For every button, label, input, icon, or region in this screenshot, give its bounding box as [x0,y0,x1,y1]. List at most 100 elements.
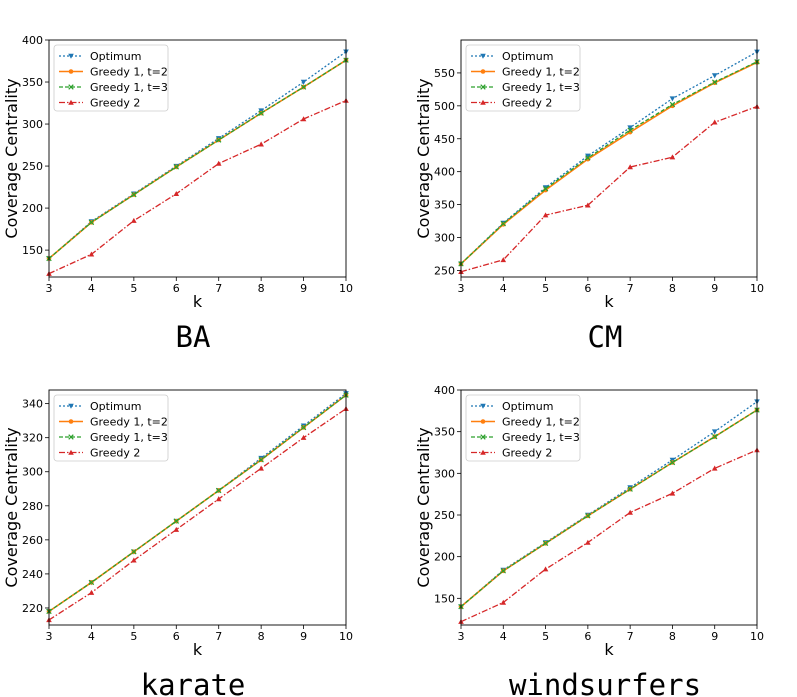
x-tick-label: 7 [215,282,222,295]
legend-label: Optimum [90,400,141,413]
legend-marker-optimum [480,53,486,59]
legend-label: Greedy 1, t=3 [502,81,580,94]
x-tick-label: 4 [88,282,95,295]
y-tick-label: 250 [22,160,43,173]
x-tick-label: 9 [300,630,307,643]
x-tick-label: 6 [584,282,591,295]
data-point-greedy1_t3 [300,84,307,90]
x-tick-label: 8 [258,282,265,295]
data-point-greedy1_t3 [215,137,222,143]
data-point-greedy1_t3 [258,457,264,463]
series-line-greedy1_t3 [460,409,758,608]
axes-frame [460,389,758,626]
data-point-greedy1_t3 [500,220,507,227]
axes-frame [48,39,347,278]
data-point-greedy1_t3 [669,459,676,466]
x-tick-label: 9 [711,630,718,643]
data-point-greedy1_t3 [173,164,180,170]
data-point-greedy2 [300,116,307,122]
data-point-greedy1_t3 [585,513,591,519]
series-line-greedy2 [460,105,758,273]
data-point-greedy1_t3 [500,568,507,574]
data-point-greedy1_t3 [627,127,633,133]
chart-panel-BA: 3 4 5 6 7 8 9 10 150 200 250 300 350 400 k Coverage Cen… [2,34,353,354]
y-tick-label: 150 [434,592,455,605]
data-point-greedy2 [542,212,549,218]
x-tick-label: 9 [300,282,307,295]
y-tick-label: 150 [22,244,43,257]
legend-marker-greedy1_t2 [68,69,74,74]
legend-label: Greedy 1, t=3 [90,431,168,444]
data-point-greedy2 [258,141,264,147]
data-point-greedy2 [300,434,307,440]
data-point-greedy1_t3 [131,549,137,555]
y-tick-label: 250 [434,509,455,522]
x-tick-label: 6 [173,630,180,643]
data-point-greedy1_t3 [627,486,633,492]
x-tick-label: 6 [173,282,180,295]
data-point-optimum [711,73,718,79]
data-point-greedy2 [215,496,222,502]
chart-panel-windsurfers: 3 4 5 6 7 8 9 10 150 200 250 300 350 400 k Coverage Cen… [414,384,764,697]
y-tick-label: 350 [22,76,43,89]
x-tick-label: 3 [458,282,465,295]
data-point-greedy2 [500,599,507,605]
x-tick-label: 4 [500,630,507,643]
x-tick-label: 3 [46,630,53,643]
y-axis-label: Coverage Centrality [414,427,433,587]
x-axis-label: k [193,292,203,311]
x-tick-label: 10 [339,630,353,643]
y-tick-label: 250 [434,264,455,277]
series-line-optimum [460,51,758,265]
y-tick-label: 280 [22,500,43,513]
x-tick-label: 5 [130,282,137,295]
legend-label: Greedy 1, t=2 [502,416,580,429]
data-point-optimum [711,429,718,435]
legend-label: Optimum [90,50,141,63]
legend-marker-greedy1_t3 [68,84,74,90]
x-axis-label: k [193,640,203,659]
series-line-greedy1_t3 [48,59,347,260]
data-point-greedy1_t3 [131,191,137,198]
legend-box [53,44,169,112]
data-point-greedy1_t3 [542,540,549,547]
x-tick-label: 8 [669,282,676,295]
data-point-greedy2 [585,202,591,208]
legend-marker-greedy2 [480,449,486,455]
legend-label: Greedy 2 [90,97,140,110]
data-point-optimum [627,125,633,131]
data-point-greedy2 [215,160,222,166]
y-axis-label: Coverage Centrality [414,78,433,238]
chart-caption: BA [176,320,211,354]
data-point-greedy2 [88,589,95,595]
legend-marker-greedy1_t2 [480,69,486,74]
y-tick-label: 400 [22,34,43,47]
y-tick-label: 300 [22,118,43,131]
legend-marker-greedy1_t2 [68,419,74,424]
chart-panel-CM: 3 4 5 6 7 8 9 10 250 300 350 400 450 500 550 k Coverage … [414,39,764,354]
legend-box [53,394,169,462]
axes-frame [460,39,758,278]
y-axis-label: Coverage Centrality [2,427,21,587]
data-point-optimum [300,79,307,85]
data-point-greedy1_t3 [215,487,222,494]
y-tick-label: 200 [22,202,43,215]
legend-box [465,44,581,112]
chart-caption: karate [141,668,246,697]
y-tick-label: 220 [22,602,43,615]
x-tick-label: 3 [46,282,53,295]
data-point-greedy2 [173,190,180,197]
x-tick-label: 7 [215,630,222,643]
data-point-greedy2 [585,539,591,545]
y-tick-label: 300 [22,466,43,479]
y-axis-label: Coverage Centrality [2,78,21,238]
y-tick-label: 240 [22,568,43,581]
y-tick-label: 550 [434,67,455,80]
x-tick-label: 8 [258,630,265,643]
data-point-greedy1_t3 [88,579,95,586]
x-tick-label: 5 [542,630,549,643]
legend-marker-greedy1_t3 [480,434,486,440]
y-tick-label: 320 [22,432,43,445]
axes-frame [48,389,347,626]
